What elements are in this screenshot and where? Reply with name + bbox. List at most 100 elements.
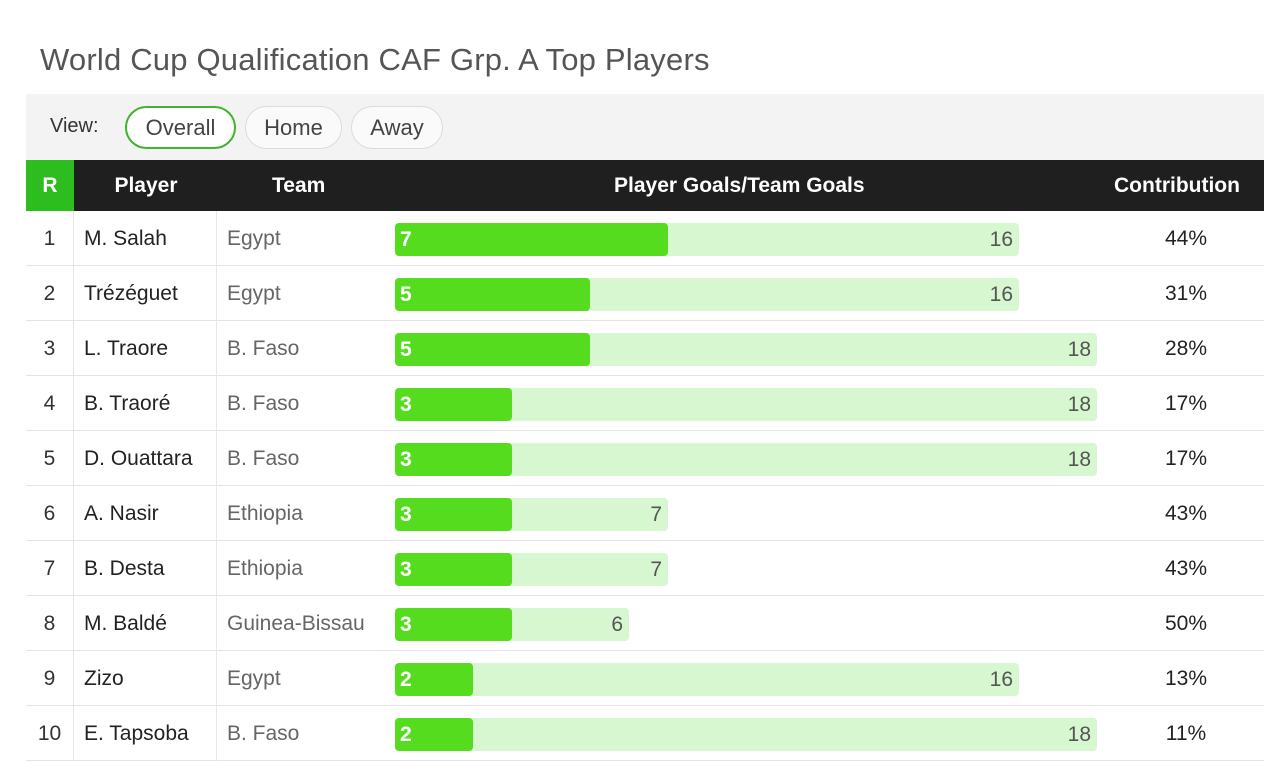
contribution-value: 17% [1164, 446, 1208, 470]
player-goals-label: 5 [400, 338, 412, 361]
rank-cell: 6 [26, 486, 74, 541]
team-goals-bar: 3 18 [395, 388, 1097, 421]
contribution-value: 31% [1164, 281, 1208, 305]
player-goals-label: 3 [400, 393, 412, 416]
contribution-value: 11% [1165, 721, 1207, 745]
rank-cell: 2 [26, 266, 74, 321]
table-row[interactable]: 8 M. Baldé Guinea-Bissau 3 6 50% [26, 596, 1264, 651]
header-team[interactable]: Team [272, 173, 326, 197]
team-name: B. Faso [216, 431, 384, 486]
player-goals-bar [395, 223, 668, 256]
team-goals-label: 16 [989, 283, 1013, 306]
player-goals-label: 3 [400, 448, 412, 471]
team-goals-label: 6 [611, 613, 623, 636]
top-players-table: R Player Team Player Goals/Team Goals Co… [26, 160, 1264, 761]
table-row[interactable]: 6 A. Nasir Ethiopia 3 7 43% [26, 486, 1264, 541]
team-goals-bar: 2 18 [395, 718, 1097, 751]
team-name: Egypt [216, 266, 384, 321]
team-name: Egypt [216, 211, 384, 266]
contribution-value: 17% [1164, 391, 1208, 415]
team-goals-label: 18 [1067, 448, 1091, 471]
rank-cell: 1 [26, 211, 74, 266]
team-goals-label: 16 [989, 668, 1013, 691]
view-toolbar: View: Overall Home Away [26, 94, 1264, 160]
team-goals-label: 16 [989, 228, 1013, 251]
table-row[interactable]: 3 L. Traore B. Faso 5 18 28% [26, 321, 1264, 376]
rank-cell: 10 [26, 706, 74, 761]
player-goals-bar [395, 663, 473, 696]
team-goals-label: 7 [650, 558, 662, 581]
player-goals-bar [395, 333, 590, 366]
player-goals-bar [395, 278, 590, 311]
player-goals-bar [395, 498, 512, 531]
team-goals-bar: 5 18 [395, 333, 1097, 366]
player-name: D. Ouattara [84, 446, 193, 470]
header-goals-ratio[interactable]: Player Goals/Team Goals [614, 173, 865, 197]
table-row[interactable]: 4 B. Traoré B. Faso 3 18 17% [26, 376, 1264, 431]
player-name: B. Desta [84, 556, 165, 580]
player-goals-bar [395, 608, 512, 641]
team-goals-bar: 7 16 [395, 223, 1019, 256]
contribution-value: 44% [1164, 226, 1208, 250]
table-body: 1 M. Salah Egypt 7 16 44% 2 Trézéguet Egypt 5 16 31… [26, 211, 1264, 761]
view-overall-button[interactable]: Overall [125, 106, 236, 149]
contribution-value: 13% [1164, 666, 1208, 690]
team-name: Ethiopia [216, 486, 384, 541]
team-goals-label: 18 [1067, 723, 1091, 746]
header-player[interactable]: Player [114, 173, 178, 197]
team-name: Guinea-Bissau [216, 596, 384, 651]
header-contribution[interactable]: Contribution [1114, 173, 1240, 197]
rank-cell: 7 [26, 541, 74, 596]
player-goals-bar [395, 718, 473, 751]
team-name: B. Faso [216, 706, 384, 761]
view-away-button[interactable]: Away [351, 106, 443, 149]
view-home-button[interactable]: Home [245, 106, 342, 149]
team-goals-bar: 2 16 [395, 663, 1019, 696]
team-name: B. Faso [216, 321, 384, 376]
team-goals-label: 7 [650, 503, 662, 526]
team-goals-bar: 5 16 [395, 278, 1019, 311]
table-row[interactable]: 7 B. Desta Ethiopia 3 7 43% [26, 541, 1264, 596]
player-goals-bar [395, 553, 512, 586]
team-goals-label: 18 [1067, 393, 1091, 416]
player-goals-label: 2 [400, 668, 412, 691]
rank-cell: 8 [26, 596, 74, 651]
table-row[interactable]: 9 Zizo Egypt 2 16 13% [26, 651, 1264, 706]
player-goals-label: 7 [400, 228, 412, 251]
player-name: A. Nasir [84, 501, 159, 525]
player-goals-label: 3 [400, 558, 412, 581]
player-goals-bar [395, 443, 512, 476]
player-goals-label: 5 [400, 283, 412, 306]
player-name: Trézéguet [84, 281, 178, 305]
team-name: Egypt [216, 651, 384, 706]
player-name: Zizo [84, 666, 124, 690]
team-goals-bar: 3 18 [395, 443, 1097, 476]
view-label: View: [50, 115, 99, 137]
rank-cell: 5 [26, 431, 74, 486]
player-goals-label: 3 [400, 613, 412, 636]
team-name: B. Faso [216, 376, 384, 431]
table-row[interactable]: 2 Trézéguet Egypt 5 16 31% [26, 266, 1264, 321]
player-name: E. Tapsoba [84, 721, 189, 745]
player-name: M. Salah [84, 226, 167, 250]
player-goals-label: 2 [400, 723, 412, 746]
team-goals-label: 18 [1067, 338, 1091, 361]
rank-cell: 4 [26, 376, 74, 431]
table-row[interactable]: 5 D. Ouattara B. Faso 3 18 17% [26, 431, 1264, 486]
header-rank[interactable]: R [26, 160, 74, 211]
rank-cell: 3 [26, 321, 74, 376]
team-name: Ethiopia [216, 541, 384, 596]
player-name: L. Traore [84, 336, 169, 360]
contribution-value: 43% [1164, 556, 1208, 580]
player-goals-label: 3 [400, 503, 412, 526]
table-header: R Player Team Player Goals/Team Goals Co… [26, 160, 1264, 211]
table-row[interactable]: 10 E. Tapsoba B. Faso 2 18 11% [26, 706, 1264, 761]
page-title: World Cup Qualification CAF Grp. A Top P… [40, 42, 710, 77]
table-row[interactable]: 1 M. Salah Egypt 7 16 44% [26, 211, 1264, 266]
contribution-value: 43% [1164, 501, 1208, 525]
rank-cell: 9 [26, 651, 74, 706]
player-goals-bar [395, 388, 512, 421]
